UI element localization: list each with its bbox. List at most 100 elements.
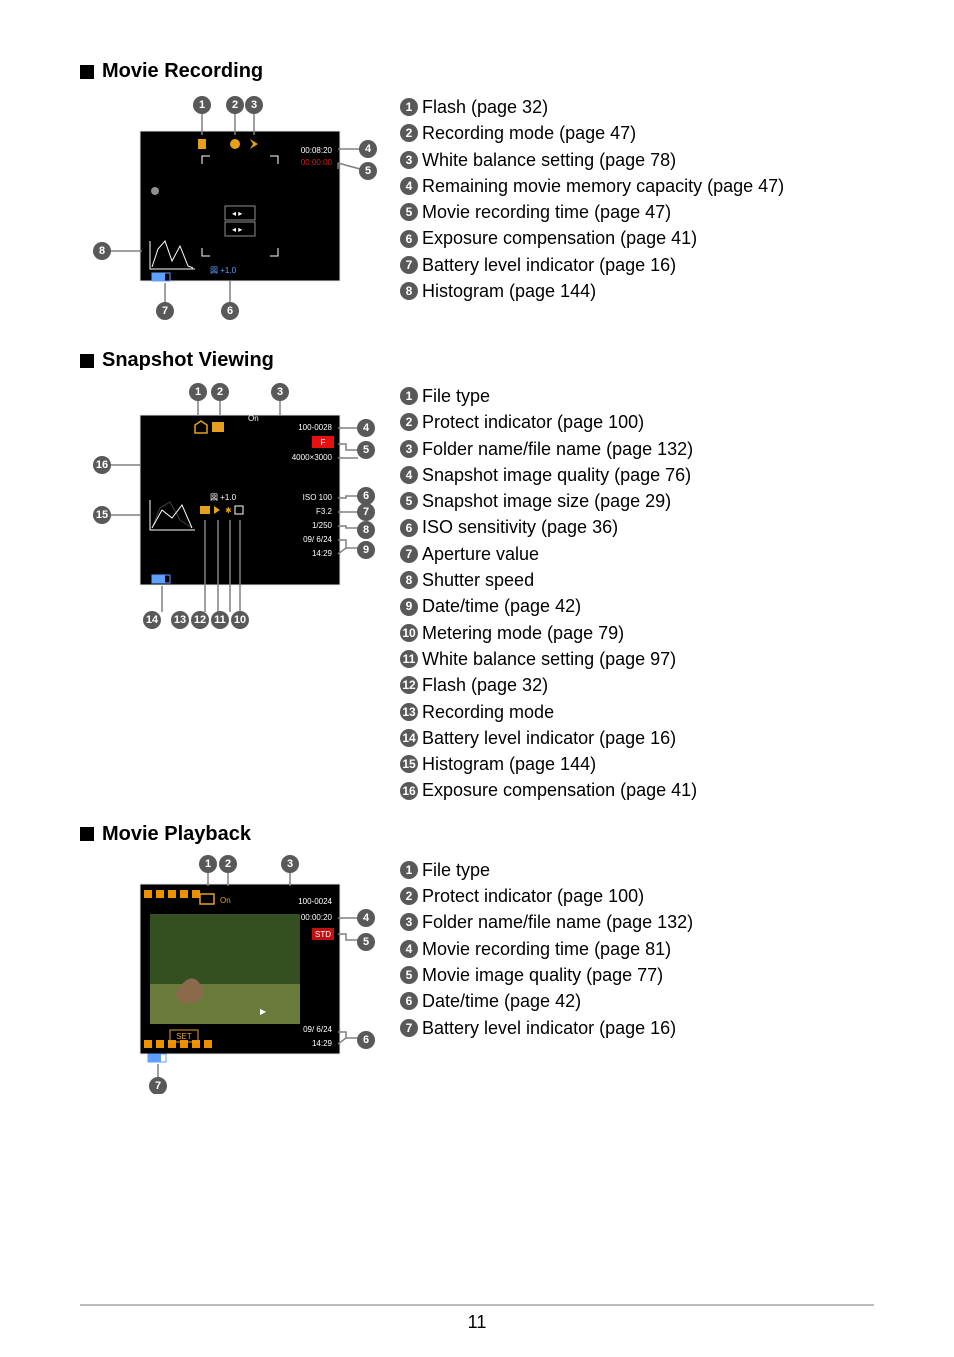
legend-text: Histogram (page 144) — [422, 752, 596, 776]
legend-text: Protect indicator (page 100) — [422, 410, 644, 434]
movie-playback-row: On 100-0024 00:00:20 STD ▶ SET 09/ 6/24 … — [80, 854, 894, 1094]
svg-text:14: 14 — [146, 614, 159, 626]
svg-text:100-0024: 100-0024 — [298, 897, 332, 906]
legend-text: ISO sensitivity (page 36) — [422, 515, 618, 539]
svg-text:F: F — [321, 438, 326, 447]
snapshot-viewing-row: On 100-0028 F 4000×3000 ISO 100 F3.2 1/2… — [80, 380, 894, 805]
svg-text:F3.2: F3.2 — [316, 507, 333, 516]
svg-text:1: 1 — [195, 386, 201, 398]
svg-text:図 +1.0: 図 +1.0 — [210, 493, 237, 502]
movie-recording-legend: 1Flash (page 32) 2Recording mode (page 4… — [400, 91, 894, 305]
legend-text: Movie image quality (page 77) — [422, 963, 663, 987]
legend-text: Date/time (page 42) — [422, 989, 581, 1013]
legend-text: Exposure compensation (page 41) — [422, 778, 697, 802]
legend-text: Recording mode — [422, 700, 554, 724]
svg-text:On: On — [248, 414, 259, 423]
svg-text:14:29: 14:29 — [312, 1039, 333, 1048]
legend-text: Protect indicator (page 100) — [422, 884, 644, 908]
svg-text:15: 15 — [96, 509, 108, 521]
section-title-movie-playback: Movie Playback — [80, 823, 894, 846]
legend-text: Movie recording time (page 47) — [422, 200, 671, 224]
svg-text:100-0028: 100-0028 — [298, 423, 332, 432]
legend-text: Histogram (page 144) — [422, 279, 596, 303]
svg-text:9: 9 — [363, 544, 369, 556]
page-footer: 11 — [0, 1304, 954, 1333]
legend-text: Battery level indicator (page 16) — [422, 726, 676, 750]
footer-rule — [80, 1304, 874, 1306]
svg-text:ISO 100: ISO 100 — [303, 493, 333, 502]
svg-text:7: 7 — [155, 1080, 161, 1092]
snapshot-viewing-diagram: On 100-0028 F 4000×3000 ISO 100 F3.2 1/2… — [80, 380, 380, 640]
svg-text:00:00:00: 00:00:00 — [301, 158, 333, 167]
svg-text:2: 2 — [217, 386, 223, 398]
legend-text: Aperture value — [422, 542, 539, 566]
section-heading: Movie Playback — [102, 823, 251, 846]
svg-text:4: 4 — [363, 912, 370, 924]
legend-text: Snapshot image size (page 29) — [422, 489, 671, 513]
legend-text: Exposure compensation (page 41) — [422, 226, 697, 250]
svg-text:On: On — [220, 896, 231, 905]
legend-text: File type — [422, 858, 490, 882]
legend-text: Flash (page 32) — [422, 673, 548, 697]
svg-text:✱: ✱ — [225, 506, 232, 515]
legend-text: File type — [422, 384, 490, 408]
svg-text:6: 6 — [363, 1034, 369, 1046]
svg-text:4: 4 — [365, 143, 372, 155]
movie-playback-diagram: On 100-0024 00:00:20 STD ▶ SET 09/ 6/24 … — [80, 854, 380, 1094]
svg-text:6: 6 — [227, 305, 233, 317]
svg-text:3: 3 — [277, 386, 283, 398]
svg-text:1: 1 — [199, 99, 205, 111]
legend-text: Shutter speed — [422, 568, 534, 592]
snapshot-viewing-legend: 1File type 2Protect indicator (page 100)… — [400, 380, 894, 805]
legend-text: Flash (page 32) — [422, 95, 548, 119]
square-bullet-icon — [80, 827, 94, 841]
square-bullet-icon — [80, 354, 94, 368]
svg-text:3: 3 — [251, 99, 257, 111]
svg-text:◂ ▸: ◂ ▸ — [232, 209, 242, 218]
legend-text: Recording mode (page 47) — [422, 121, 636, 145]
section-heading: Movie Recording — [102, 60, 263, 83]
svg-text:1/250: 1/250 — [312, 521, 333, 530]
svg-text:8: 8 — [99, 245, 105, 257]
svg-text:10: 10 — [234, 614, 246, 626]
svg-text:SET: SET — [176, 1032, 192, 1041]
legend-text: Movie recording time (page 81) — [422, 937, 671, 961]
svg-text:09/ 6/24: 09/ 6/24 — [303, 1025, 332, 1034]
svg-text:14:29: 14:29 — [312, 549, 333, 558]
svg-text:STD: STD — [315, 930, 331, 939]
svg-text:4000×3000: 4000×3000 — [292, 453, 333, 462]
section-title-snapshot-viewing: Snapshot Viewing — [80, 349, 894, 372]
svg-text:13: 13 — [174, 614, 186, 626]
legend-text: Battery level indicator (page 16) — [422, 253, 676, 277]
movie-playback-legend: 1File type 2Protect indicator (page 100)… — [400, 854, 894, 1042]
movie-recording-row: 00:08:20 00:00:00 ◂ ▸ ◂ ▸ 図 +1.0 — [80, 91, 894, 331]
svg-text:6: 6 — [363, 490, 369, 502]
svg-text:3: 3 — [287, 858, 293, 870]
svg-text:2: 2 — [225, 858, 231, 870]
page-number: 11 — [468, 1312, 487, 1332]
legend-text: Metering mode (page 79) — [422, 621, 624, 645]
legend-text: Folder name/file name (page 132) — [422, 910, 693, 934]
svg-text:4: 4 — [363, 422, 370, 434]
svg-text:11: 11 — [214, 614, 226, 626]
svg-text:図 +1.0: 図 +1.0 — [210, 266, 237, 275]
callout-badge: 1 — [193, 96, 211, 114]
svg-text:12: 12 — [194, 614, 206, 626]
svg-text:5: 5 — [365, 165, 371, 177]
section-title-movie-recording: Movie Recording — [80, 60, 894, 83]
legend-text: Battery level indicator (page 16) — [422, 1016, 676, 1040]
svg-text:5: 5 — [363, 444, 369, 456]
svg-text:8: 8 — [363, 524, 369, 536]
legend-text: Date/time (page 42) — [422, 594, 581, 618]
svg-text:09/ 6/24: 09/ 6/24 — [303, 535, 332, 544]
legend-text: Remaining movie memory capacity (page 47… — [422, 174, 784, 198]
svg-text:7: 7 — [162, 305, 168, 317]
section-heading: Snapshot Viewing — [102, 349, 274, 372]
svg-text:16: 16 — [96, 459, 108, 471]
legend-text: White balance setting (page 78) — [422, 148, 676, 172]
svg-text:◂ ▸: ◂ ▸ — [232, 225, 242, 234]
svg-text:7: 7 — [363, 506, 369, 518]
legend-text: Snapshot image quality (page 76) — [422, 463, 691, 487]
legend-text: Folder name/file name (page 132) — [422, 437, 693, 461]
movie-recording-diagram: 00:08:20 00:00:00 ◂ ▸ ◂ ▸ 図 +1.0 — [80, 91, 380, 331]
